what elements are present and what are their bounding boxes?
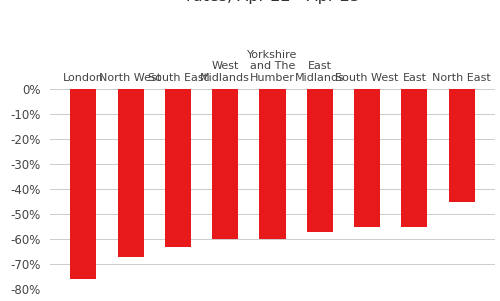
Bar bbox=[354, 89, 380, 227]
Bar bbox=[307, 89, 333, 231]
Bar bbox=[165, 89, 191, 247]
Text: South East: South East bbox=[148, 73, 208, 83]
Bar bbox=[448, 89, 475, 202]
Text: East: East bbox=[402, 73, 426, 83]
Text: London: London bbox=[63, 73, 104, 83]
Text: Yorkshire
and The
Humber: Yorkshire and The Humber bbox=[248, 50, 298, 83]
Text: North East: North East bbox=[432, 73, 491, 83]
Text: East
Midlands: East Midlands bbox=[295, 61, 345, 83]
Text: West
Midlands: West Midlands bbox=[200, 61, 250, 83]
Text: South West: South West bbox=[336, 73, 399, 83]
Text: North West: North West bbox=[100, 73, 162, 83]
Bar bbox=[70, 89, 96, 279]
Bar bbox=[260, 89, 285, 239]
Bar bbox=[212, 89, 238, 239]
Bar bbox=[118, 89, 144, 256]
Title: % Change in 1 - 3 bed rental properties affordable on LHA
rates, Apr 22 - Apr 23: % Change in 1 - 3 bed rental properties … bbox=[38, 0, 500, 4]
Bar bbox=[402, 89, 427, 227]
